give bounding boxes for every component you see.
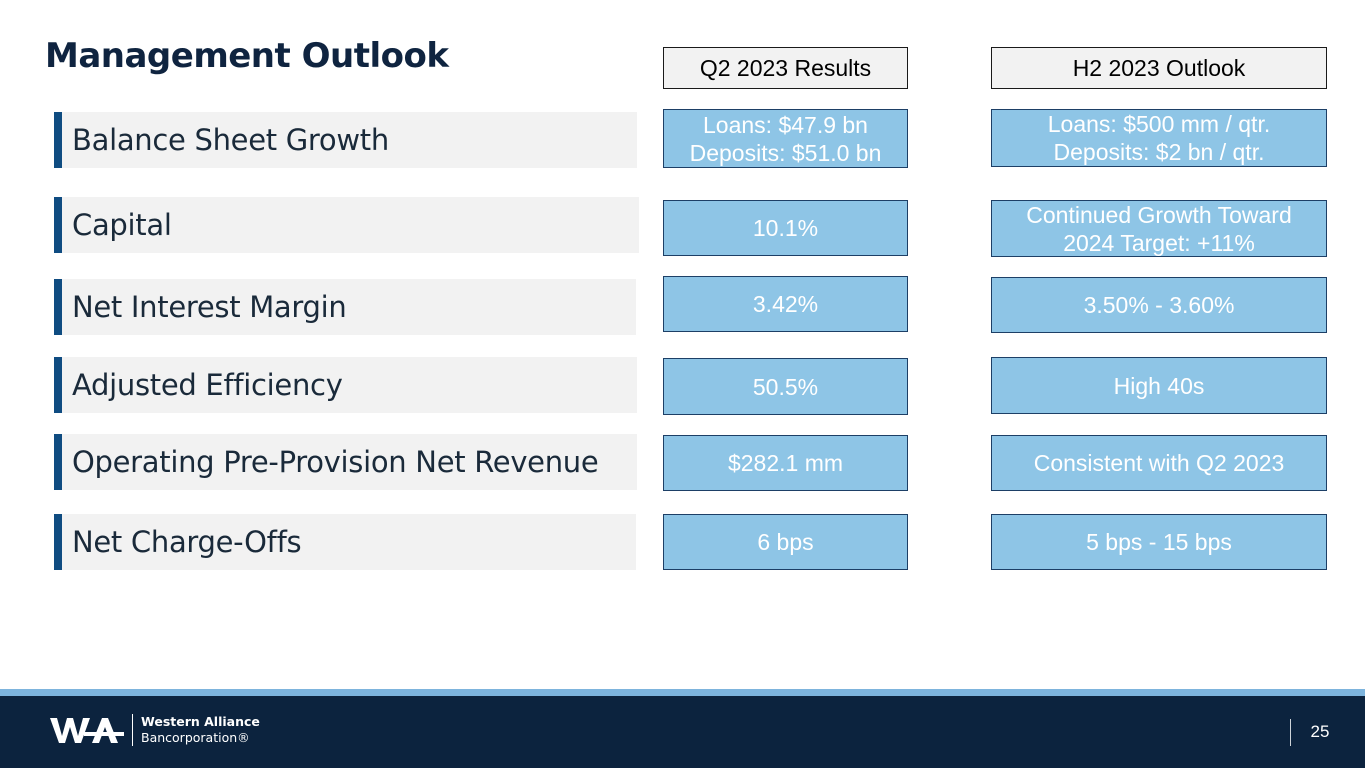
row-label-net-interest-margin: Net Interest Margin [54, 279, 636, 335]
row-label-adjusted-efficiency: Adjusted Efficiency [54, 357, 637, 413]
row-label-net-charge-offs: Net Charge-Offs [54, 514, 636, 570]
results-cell-balance-sheet: Loans: $47.9 bn Deposits: $51.0 bn [663, 109, 908, 168]
company-logo: Western Alliance Bancorporation® [50, 714, 260, 746]
column-header-q2-results: Q2 2023 Results [663, 47, 908, 89]
wa-logo-icon [50, 718, 124, 743]
company-name-line2: Bancorporation® [141, 730, 250, 745]
page-number-divider [1290, 719, 1291, 746]
results-line: 6 bps [757, 529, 814, 555]
results-line: $282.1 mm [727, 450, 844, 476]
page-title: Management Outlook [45, 36, 449, 76]
results-cell-efficiency: 50.5% [663, 358, 908, 415]
outlook-line: 3.50% - 3.60% [1083, 292, 1235, 318]
outlook-cell-nim: 3.50% - 3.60% [991, 277, 1327, 333]
page-number: 25 [1310, 722, 1330, 741]
outlook-line: 5 bps - 15 bps [1086, 529, 1232, 555]
results-cell-ppnr: $282.1 mm [663, 435, 908, 491]
row-label-text: Net Charge-Offs [72, 525, 302, 559]
row-label-capital: Capital [54, 197, 639, 253]
row-label-balance-sheet-growth: Balance Sheet Growth [54, 112, 637, 168]
outlook-line: Consistent with Q2 2023 [1033, 450, 1285, 476]
outlook-line: Deposits: $2 bn / qtr. [1053, 139, 1265, 165]
column-header-h2-outlook: H2 2023 Outlook [991, 47, 1327, 89]
results-cell-nim: 3.42% [663, 276, 908, 332]
outlook-cell-balance-sheet: Loans: $500 mm / qtr. Deposits: $2 bn / q… [991, 109, 1327, 167]
results-cell-nco: 6 bps [663, 514, 908, 570]
footer-accent-stripe [0, 689, 1365, 696]
results-line: 3.42% [752, 291, 819, 317]
results-line: 10.1% [752, 215, 819, 241]
results-line: Deposits: $51.0 bn [689, 139, 882, 166]
outlook-cell-efficiency: High 40s [991, 357, 1327, 414]
outlook-line: Loans: $500 mm / qtr. [1047, 111, 1271, 137]
row-label-text: Capital [72, 208, 172, 242]
outlook-line: Continued Growth Toward [1026, 201, 1292, 228]
results-line: Loans: $47.9 bn [703, 111, 868, 138]
outlook-cell-capital: Continued Growth Toward 2024 Target: +11% [991, 200, 1327, 257]
results-line: 50.5% [752, 373, 819, 400]
outlook-line: 2024 Target: +11% [1063, 229, 1255, 256]
results-cell-capital: 10.1% [663, 200, 908, 256]
footer-bar [0, 696, 1365, 768]
outlook-cell-nco: 5 bps - 15 bps [991, 514, 1327, 570]
row-label-text: Adjusted Efficiency [72, 368, 343, 402]
outlook-cell-ppnr: Consistent with Q2 2023 [991, 435, 1327, 491]
row-label-operating-ppnr: Operating Pre-Provision Net Revenue [54, 434, 637, 490]
company-name-line1: Western Alliance [141, 714, 260, 729]
outlook-line: High 40s [1113, 372, 1205, 399]
logo-divider [132, 714, 133, 746]
row-label-text: Operating Pre-Provision Net Revenue [72, 445, 599, 479]
row-label-text: Balance Sheet Growth [72, 123, 389, 157]
logo-text: Western Alliance Bancorporation® [141, 714, 260, 746]
row-label-text: Net Interest Margin [72, 290, 347, 324]
